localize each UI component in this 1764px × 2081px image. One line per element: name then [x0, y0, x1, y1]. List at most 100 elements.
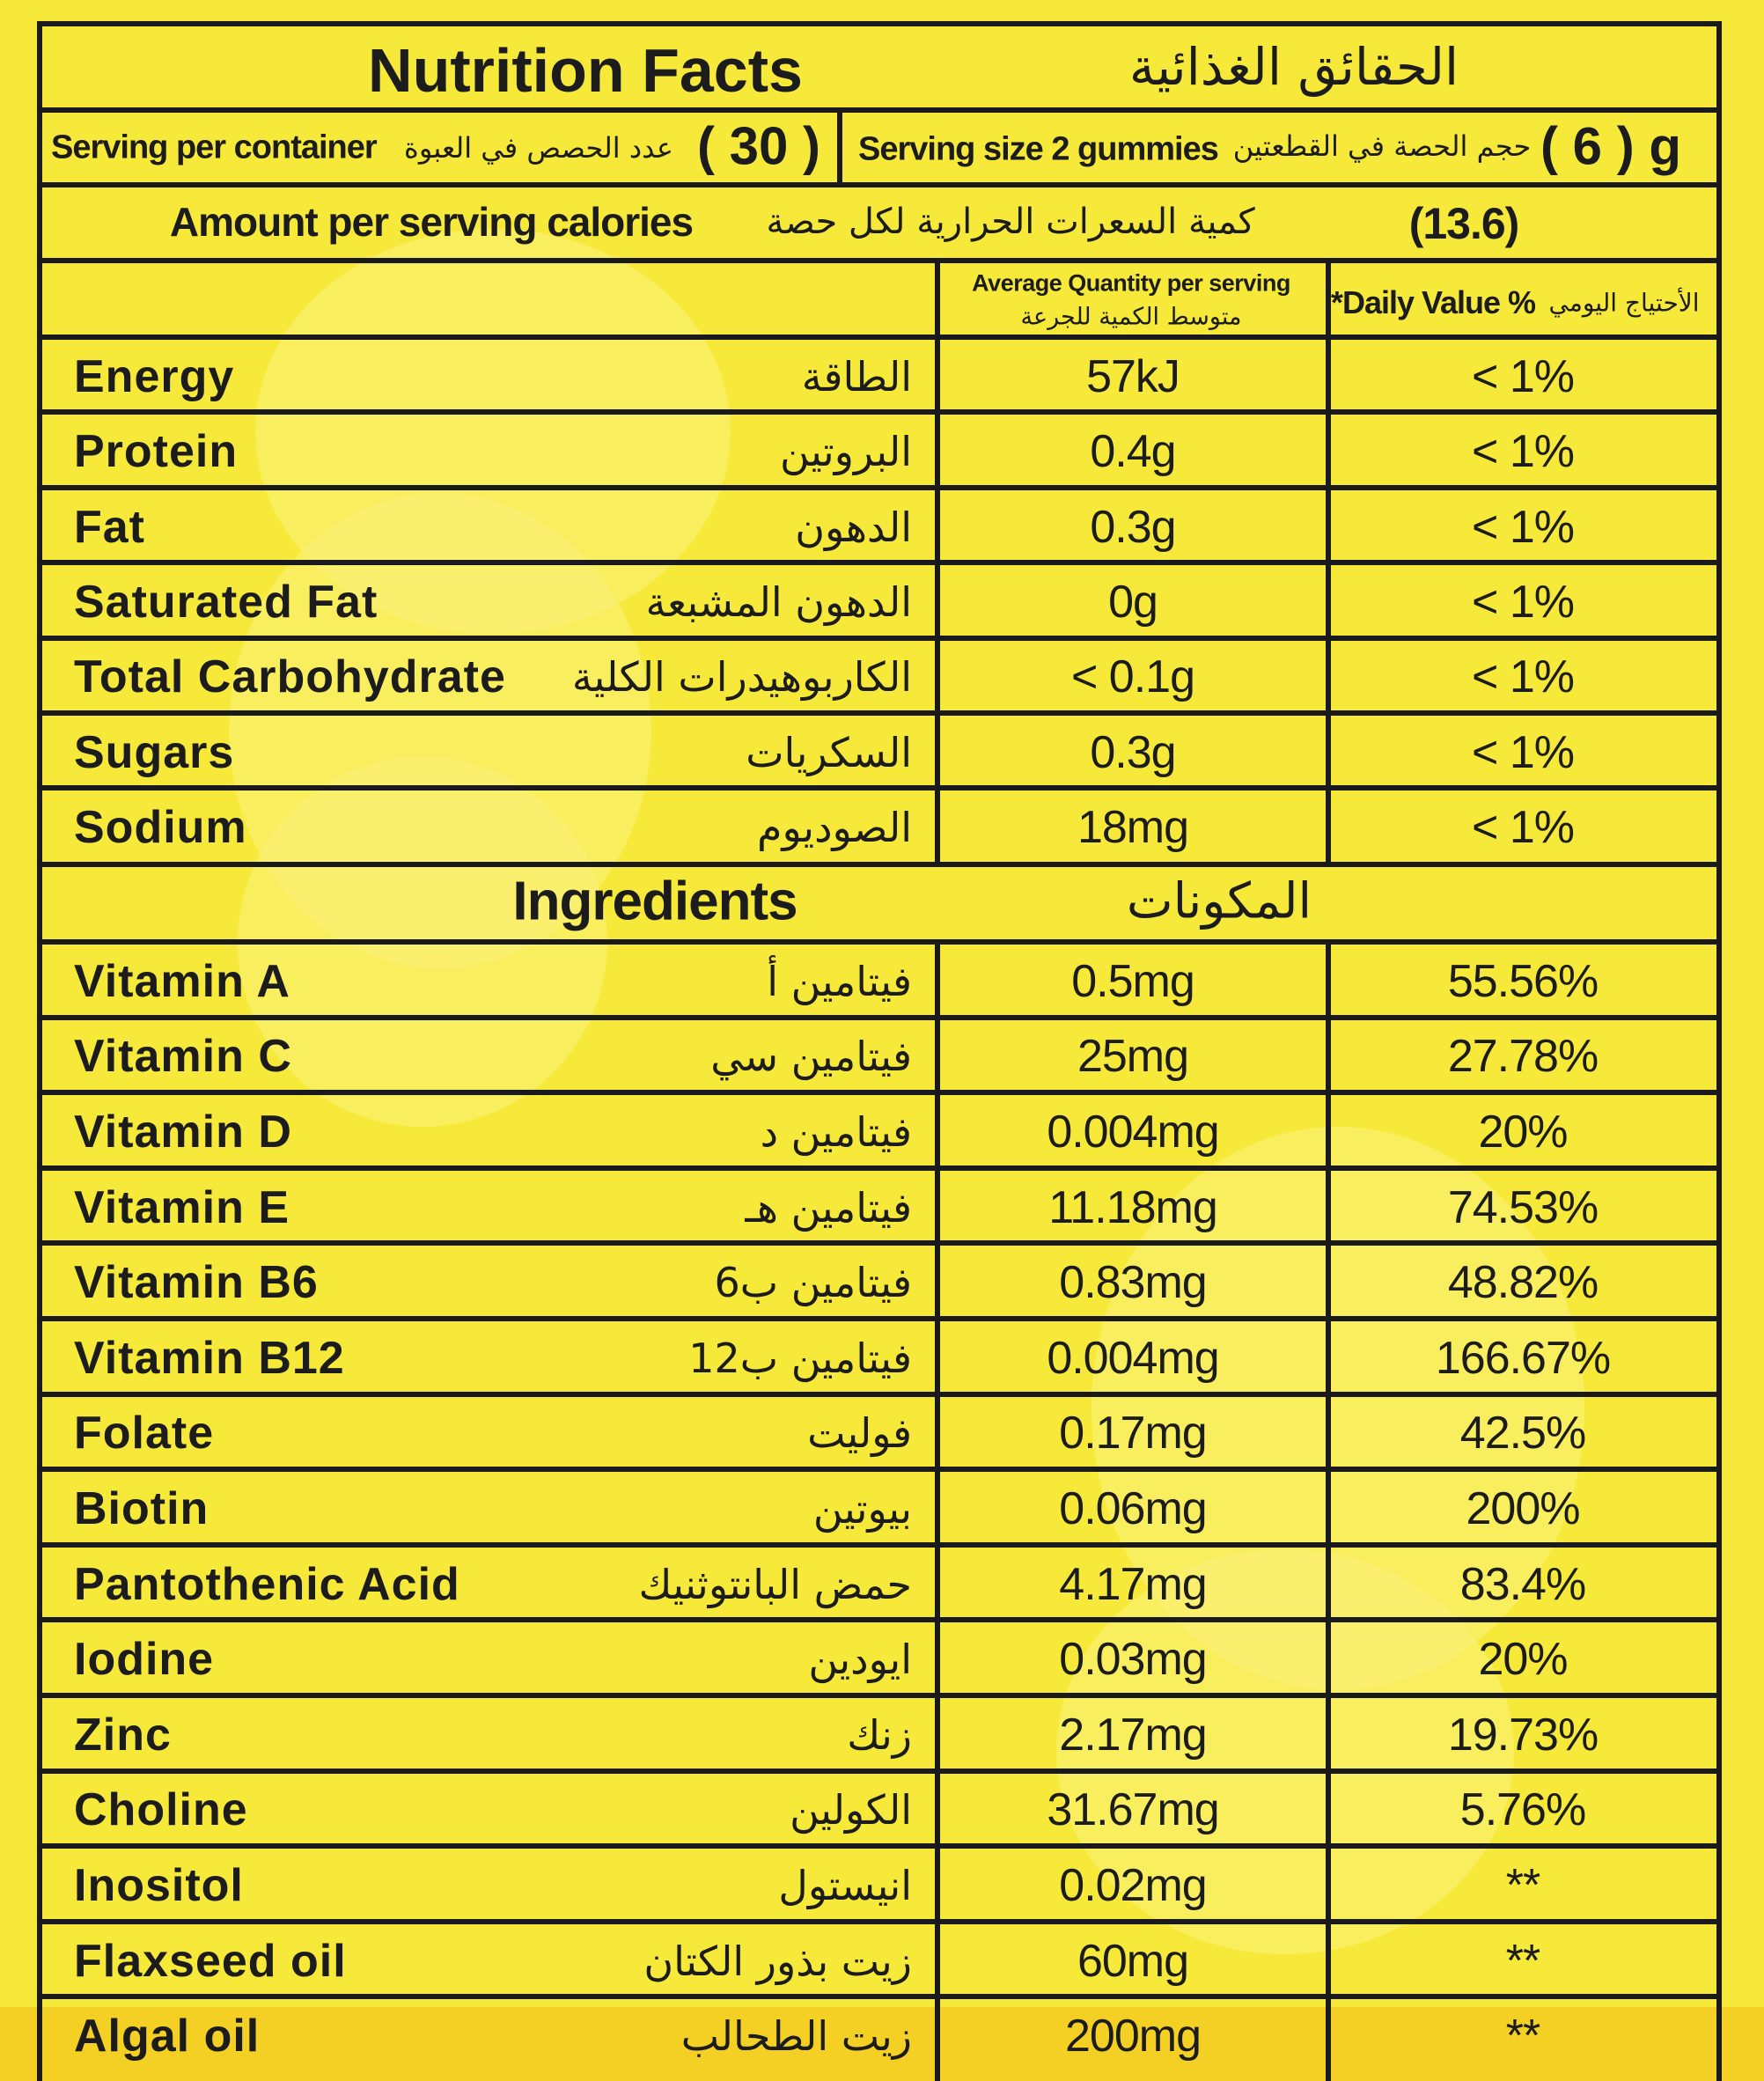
background-blob — [1056, 1549, 1514, 1954]
row-name-ar: فيتامين أ — [767, 957, 912, 1005]
row-name-ar: فيتامين ب6 — [714, 1259, 912, 1307]
ingredients-heading-ar: المكونات — [1126, 872, 1312, 930]
rule — [37, 258, 1722, 263]
row-daily-value: ** — [1505, 1935, 1540, 1987]
row-name-en: Folate — [74, 1408, 215, 1460]
row-name-ar: الصوديوم — [757, 804, 912, 852]
row-daily-value: 48.82% — [1447, 1257, 1599, 1309]
row-name-en: Inositol — [74, 1860, 244, 1911]
row-quantity: 0.5mg — [1071, 955, 1195, 1007]
serving-per-container-label-ar: عدد الحصص في العبوة — [404, 131, 673, 165]
row-daily-value: < 1% — [1472, 501, 1575, 553]
row-quantity: 0.02mg — [1059, 1860, 1207, 1911]
bottom-band — [0, 2007, 1764, 2081]
row-name-ar: ايودين — [808, 1636, 912, 1684]
row-name-en: Total Carbohydrate — [74, 651, 506, 703]
row-name-ar: انيستول — [778, 1862, 912, 1909]
row-name-en: Sodium — [74, 802, 247, 854]
rule — [37, 107, 1722, 113]
row-name-ar: فيتامين د — [760, 1108, 912, 1156]
row-quantity: 0.3g — [1090, 726, 1176, 778]
row-quantity: 25mg — [1077, 1031, 1189, 1083]
row-rule — [37, 1240, 1722, 1246]
row-quantity: 0.06mg — [1059, 1483, 1207, 1534]
calories-label: Amount per serving calories — [169, 199, 694, 245]
row-name-ar: السكريات — [746, 728, 912, 776]
row-quantity: 0g — [1108, 576, 1158, 628]
row-name-ar: بيوتين — [812, 1485, 912, 1533]
row-quantity: 60mg — [1077, 1935, 1189, 1987]
row-name-en: Flaxseed oil — [74, 1935, 347, 1987]
row-name-ar: زيت بذور الكتان — [643, 1937, 912, 1985]
row-name-ar: الدهون المشبعة — [645, 577, 912, 626]
row-daily-value: 19.73% — [1447, 1709, 1599, 1761]
daily-value-header-ar: الأحتياج اليومي — [1548, 288, 1700, 318]
row-rule — [37, 409, 1722, 415]
row-name-ar: فيتامين ب12 — [688, 1334, 912, 1382]
rule — [37, 862, 1722, 867]
row-quantity: 200mg — [1065, 2011, 1202, 2063]
rule — [837, 110, 842, 185]
rule — [935, 942, 940, 2081]
row-name-ar: الكاربوهيدرات الكلية — [571, 653, 912, 702]
row-daily-value: 5.76% — [1459, 1784, 1586, 1836]
row-name-en: Sugars — [74, 726, 235, 778]
row-quantity: 31.67mg — [1047, 1784, 1219, 1836]
row-daily-value: < 1% — [1472, 802, 1575, 854]
row-name-en: Pantothenic Acid — [74, 1558, 460, 1610]
title-ar: الحقائق الغذائية — [1128, 37, 1459, 97]
row-rule — [37, 1467, 1722, 1472]
serving-size-label-ar: حجم الحصة في القطعتين — [1232, 129, 1532, 163]
rule — [1326, 942, 1331, 2081]
row-rule — [37, 710, 1722, 716]
nutrition-panel — [37, 21, 1722, 2081]
row-rule — [37, 560, 1722, 565]
ingredients-heading: Ingredients — [512, 871, 797, 932]
row-name-ar: فوليت — [807, 1409, 912, 1458]
row-rule — [37, 1994, 1722, 1999]
row-daily-value: 27.78% — [1447, 1031, 1599, 1083]
serving-per-container-label: Serving per container — [51, 129, 378, 166]
row-name-ar: البروتين — [780, 428, 912, 476]
row-daily-value: 200% — [1466, 1483, 1581, 1534]
row-name-en: Algal oil — [74, 2011, 261, 2063]
row-daily-value: 83.4% — [1459, 1558, 1586, 1610]
row-name-en: Energy — [74, 350, 235, 402]
row-quantity: 0.03mg — [1059, 1634, 1207, 1686]
row-daily-value: 55.56% — [1447, 955, 1599, 1007]
row-name-ar: الدهون — [795, 503, 912, 551]
row-name-en: Choline — [74, 1784, 248, 1836]
row-rule — [37, 1166, 1722, 1171]
row-rule — [37, 1090, 1722, 1095]
row-daily-value: < 1% — [1472, 426, 1575, 478]
row-quantity: 0.004mg — [1047, 1332, 1219, 1384]
row-daily-value: 42.5% — [1459, 1408, 1586, 1460]
row-daily-value: < 1% — [1472, 576, 1575, 628]
rule — [37, 335, 1722, 340]
row-daily-value: 74.53% — [1447, 1181, 1599, 1233]
row-daily-value: 20% — [1478, 1107, 1568, 1158]
row-name-ar: حمض البانتوثنيك — [638, 1560, 912, 1608]
row-name-en: Zinc — [74, 1709, 172, 1761]
row-rule — [37, 1316, 1722, 1321]
row-quantity: 57kJ — [1086, 350, 1180, 402]
row-daily-value: 20% — [1478, 1634, 1568, 1686]
row-name-ar: زنك — [847, 1710, 912, 1759]
row-name-ar: فيتامين هـ — [745, 1183, 912, 1232]
row-name-en: Vitamin A — [74, 955, 290, 1007]
row-name-ar: الكولين — [790, 1786, 912, 1835]
serving-size-value: ( 6 ) g — [1540, 116, 1681, 176]
row-quantity: 11.18mg — [1048, 1181, 1218, 1233]
row-rule — [37, 1843, 1722, 1849]
row-name-en: Protein — [74, 426, 239, 478]
row-name-en: Biotin — [74, 1483, 209, 1534]
rule — [37, 939, 1722, 945]
row-rule — [37, 785, 1722, 790]
rule — [37, 182, 1722, 188]
row-rule — [37, 1693, 1722, 1698]
row-name-en: Fat — [74, 501, 145, 553]
row-name-en: Iodine — [74, 1634, 215, 1686]
row-rule — [37, 485, 1722, 490]
row-rule — [37, 1768, 1722, 1774]
row-quantity: 0.17mg — [1059, 1408, 1207, 1460]
